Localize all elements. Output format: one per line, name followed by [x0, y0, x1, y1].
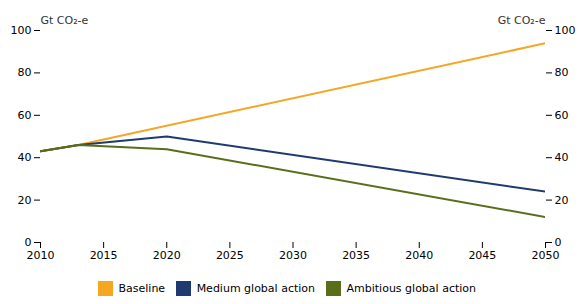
svg-text:2025: 2025	[216, 249, 244, 262]
svg-text:20: 20	[555, 194, 569, 207]
svg-text:2030: 2030	[279, 249, 307, 262]
html-text:Baseline: Baseline	[118, 282, 166, 295]
svg-text:2015: 2015	[90, 249, 118, 262]
svg-text:2045: 2045	[468, 249, 496, 262]
svg-text:40: 40	[555, 151, 569, 164]
svg-text:80: 80	[555, 66, 569, 79]
svg-text:80: 80	[18, 66, 32, 79]
svg-text:40: 40	[18, 151, 32, 164]
svg-text:100: 100	[555, 24, 576, 37]
svg-text:100: 100	[11, 24, 32, 37]
html-text:Medium global action: Medium global action	[196, 282, 315, 295]
svg-text:Gt CO₂-e: Gt CO₂-e	[41, 14, 89, 27]
svg-text:2035: 2035	[342, 249, 370, 262]
svg-text:0: 0	[25, 236, 32, 249]
svg-text:2010: 2010	[27, 249, 55, 262]
svg-text:20: 20	[18, 194, 32, 207]
svg-text:60: 60	[555, 109, 569, 122]
svg-text:60: 60	[18, 109, 32, 122]
svg-text:2020: 2020	[153, 249, 181, 262]
svg-text:Gt CO₂-e: Gt CO₂-e	[498, 14, 546, 27]
svg-text:2050: 2050	[532, 249, 560, 262]
svg-text:0: 0	[555, 236, 562, 249]
svg-text:2040: 2040	[405, 249, 433, 262]
html-text:Ambitious global action: Ambitious global action	[346, 282, 476, 295]
